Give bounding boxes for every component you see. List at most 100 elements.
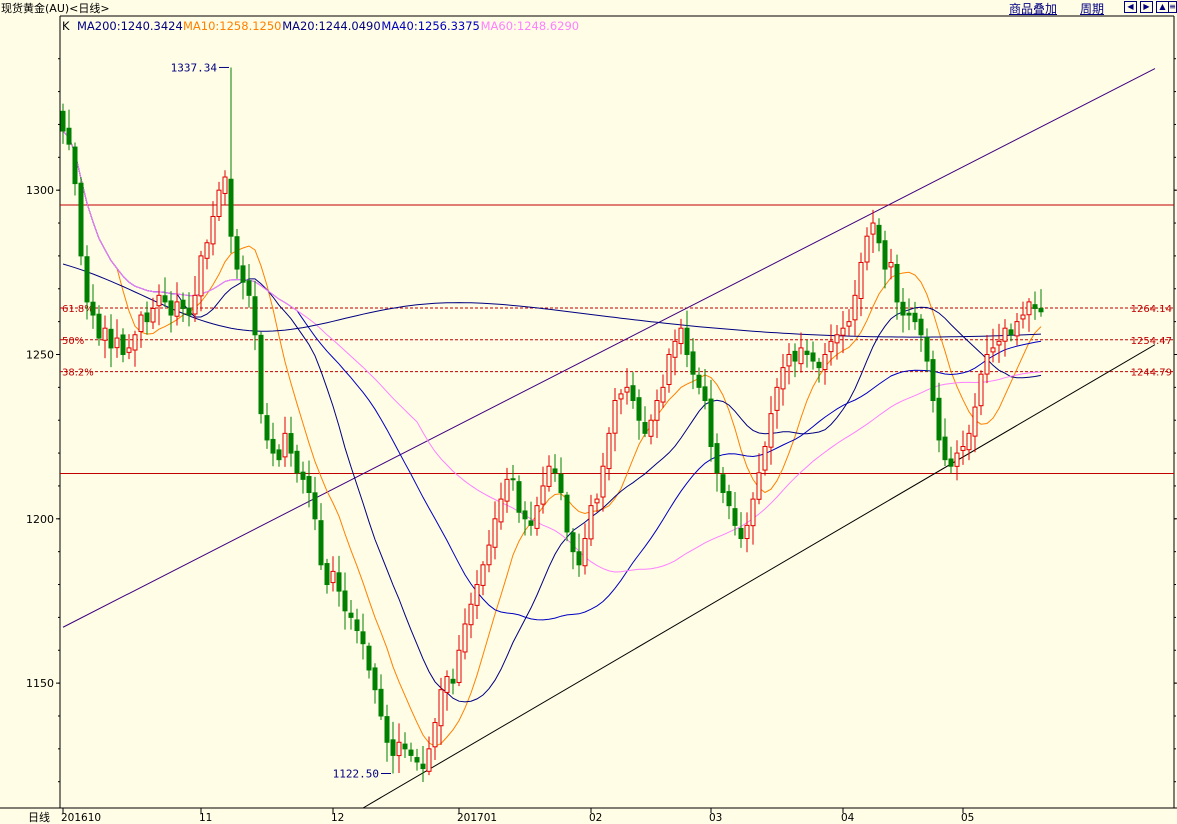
candle-body: [840, 327, 846, 336]
trend-line: [62, 68, 1156, 628]
candle-body: [228, 178, 234, 237]
candle-body: [234, 236, 240, 270]
candle-body: [438, 689, 444, 727]
candle-body: [930, 359, 936, 401]
candle-body: [246, 280, 252, 296]
y-tick-label: 1150: [26, 677, 54, 690]
candle-body: [300, 471, 306, 480]
candle-body: [144, 312, 150, 323]
candle-body: [558, 473, 564, 494]
candle-body: [372, 667, 378, 691]
chart-title: 现货黄金(AU)<日线>: [1, 2, 110, 15]
candle-body: [282, 432, 288, 458]
candle-body: [72, 146, 78, 185]
x-corner-label: 日线: [28, 810, 50, 824]
candle-body: [462, 623, 468, 653]
candle-body: [546, 465, 552, 487]
candle-body: [834, 334, 840, 344]
candle-body: [756, 472, 762, 500]
fib-level-label: 50%: [62, 336, 84, 347]
fib-price-label: 1254.47: [1131, 336, 1172, 347]
candle-body: [936, 397, 942, 441]
candle-body: [804, 350, 810, 355]
y-tick-label: 1300: [26, 184, 54, 197]
candle-body: [354, 619, 360, 632]
candle-body: [882, 240, 888, 270]
candle-body: [384, 716, 390, 743]
candle-body: [330, 570, 336, 584]
candle-body: [474, 584, 480, 606]
candle-body: [252, 296, 258, 336]
candle-body: [618, 393, 624, 400]
candle-body: [738, 527, 744, 540]
candle-body: [294, 450, 300, 474]
candle-body: [498, 498, 504, 523]
candle-body: [828, 340, 834, 353]
candle-body: [708, 398, 714, 448]
legend-item: MA60:1248.6290: [481, 19, 579, 33]
candle-body: [126, 347, 132, 353]
candle-body: [174, 301, 180, 317]
arrow-right-icon[interactable]: ▶: [1140, 1, 1153, 13]
candle-body: [60, 110, 66, 132]
candle-body: [318, 520, 324, 566]
period-button[interactable]: 周期: [1080, 2, 1105, 16]
candle-body: [264, 415, 270, 441]
candle-body: [180, 299, 186, 309]
candle-body: [366, 645, 372, 671]
candle-body: [84, 256, 90, 303]
candle-body: [270, 438, 276, 454]
ma10-line: [62, 130, 1042, 747]
candle-body: [870, 222, 876, 235]
candle-body: [552, 468, 558, 474]
candle-body: [966, 432, 972, 451]
candle-body: [402, 743, 408, 750]
candle-body: [996, 340, 1002, 346]
candle-body: [912, 312, 918, 323]
candle-body: [720, 474, 726, 494]
candle-body: [138, 314, 144, 333]
candle-body: [306, 476, 312, 494]
candle-body: [510, 478, 516, 481]
ma60-line: [62, 130, 1042, 573]
candle-body: [954, 452, 960, 467]
candle-body: [426, 748, 432, 772]
candle-body: [684, 327, 690, 355]
candle-body: [240, 265, 246, 283]
candle-body: [984, 353, 990, 375]
candle-body: [648, 419, 654, 437]
x-tick-label: 12: [331, 812, 344, 824]
candle-body: [888, 261, 894, 268]
candle-body: [960, 446, 966, 451]
candle-body: [1002, 327, 1008, 342]
candle-body: [162, 295, 168, 303]
ma20-line: [62, 130, 1042, 703]
candle-body: [636, 397, 642, 421]
candle-body: [102, 327, 108, 341]
candle-body: [588, 505, 594, 540]
overlay-commodity-button[interactable]: 商品叠加: [1009, 2, 1058, 16]
candle-body: [450, 678, 456, 684]
candle-body: [1020, 314, 1026, 320]
fib-level-label: 61.8%: [62, 304, 94, 315]
candle-body: [492, 518, 498, 548]
arrow-left-icon[interactable]: ◀: [1124, 1, 1137, 13]
legend-item: MA40:1256.3375: [381, 19, 480, 33]
candle-body: [312, 492, 318, 520]
candle-body: [846, 321, 852, 327]
candle-body: [678, 327, 684, 345]
high-label: 1337.34: [171, 61, 218, 74]
candle-body: [1026, 301, 1032, 316]
candle-body: [660, 386, 666, 403]
candle-body: [774, 386, 780, 411]
candle-body: [864, 235, 870, 263]
candle-body: [942, 436, 948, 461]
candle-body: [612, 399, 618, 434]
candle-body: [600, 465, 606, 498]
candle-body: [114, 337, 120, 349]
candle-body: [1008, 329, 1014, 336]
candle-body: [66, 127, 72, 145]
candle-body: [768, 413, 774, 448]
candle-body: [276, 449, 282, 461]
candle-body: [222, 176, 228, 194]
